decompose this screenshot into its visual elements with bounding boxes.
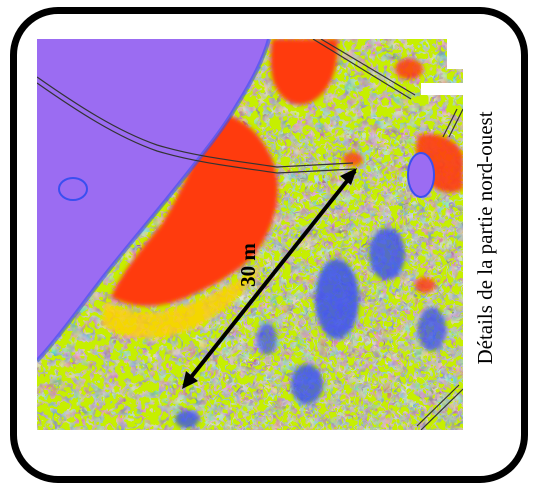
scale-arrowhead-top bbox=[340, 168, 357, 185]
scale-label: 30 m bbox=[236, 243, 260, 287]
pond-east bbox=[407, 152, 435, 198]
road-gap bbox=[421, 83, 463, 95]
side-caption: Détails de la partie nord-ouest bbox=[473, 111, 497, 365]
scale-arrow-line bbox=[182, 169, 357, 388]
scale-arrowhead-bottom bbox=[182, 371, 198, 389]
high-value-zones bbox=[75, 39, 463, 306]
pond-west bbox=[58, 177, 88, 201]
water-body bbox=[37, 39, 269, 361]
corner-blank bbox=[447, 39, 463, 69]
transition-halo bbox=[101, 261, 263, 339]
magnetic-map: 30 m bbox=[37, 39, 463, 430]
linear-features bbox=[37, 39, 463, 430]
water-edge bbox=[37, 39, 271, 363]
scale-bar: 30 m bbox=[182, 168, 357, 389]
